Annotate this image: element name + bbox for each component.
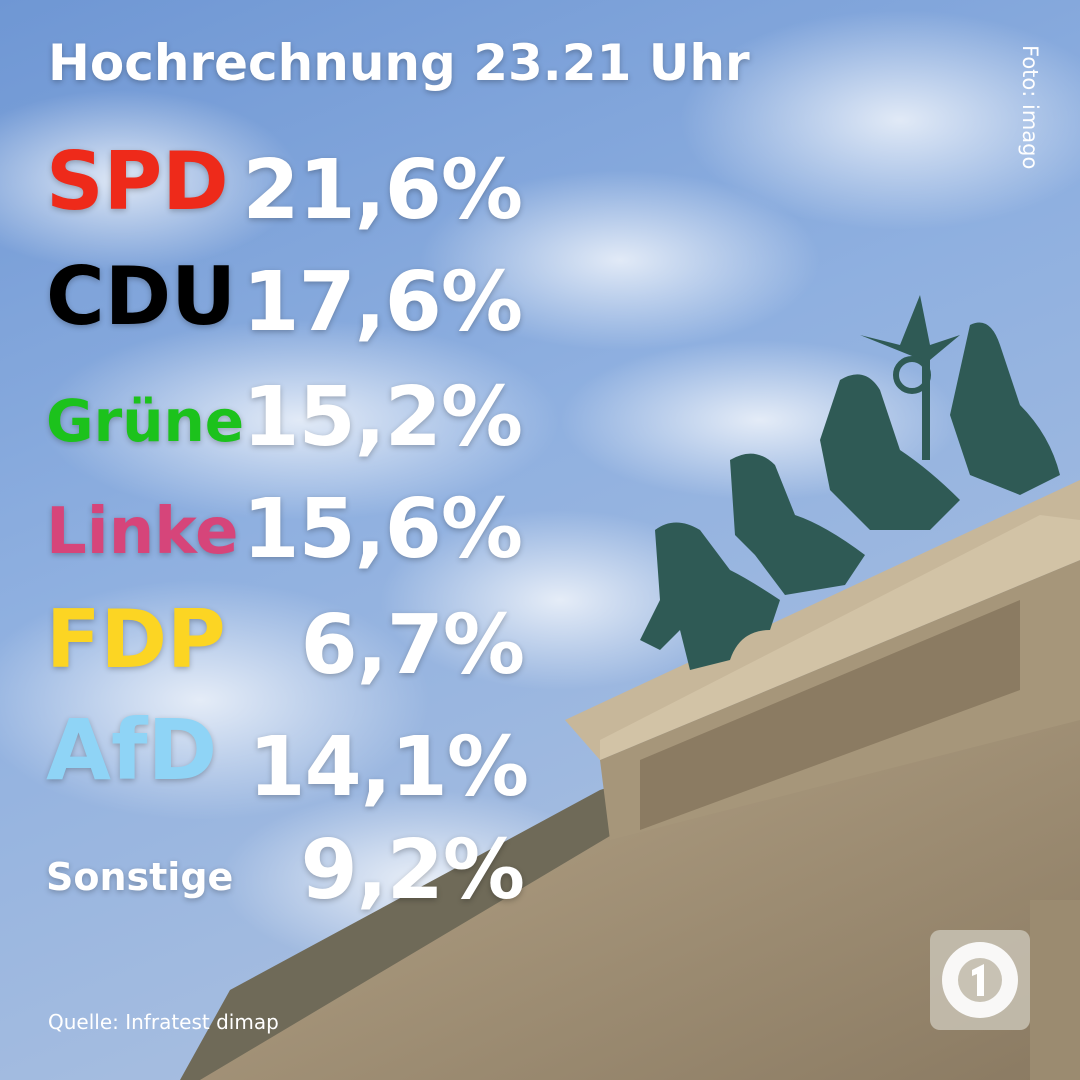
party-name: Linke	[46, 495, 239, 569]
party-name: FDP	[46, 593, 226, 686]
vote-share: 17,6%	[242, 255, 523, 350]
broadcaster-logo	[930, 930, 1030, 1030]
vote-share: 14,1%	[248, 720, 529, 815]
party-name: Grüne	[46, 387, 245, 455]
vote-share: 21,6%	[242, 143, 523, 238]
quadriga	[640, 295, 1060, 670]
party-name: Sonstige	[46, 855, 234, 899]
vote-share: 6,7%	[300, 598, 525, 693]
party-name: AfD	[46, 701, 218, 799]
party-name: SPD	[46, 135, 229, 228]
vote-share: 15,2%	[242, 370, 523, 465]
title: Hochrechnung 23.21 Uhr	[48, 34, 750, 92]
gate	[180, 480, 1080, 1080]
source: Quelle: Infratest dimap	[48, 1010, 279, 1034]
vote-share: 9,2%	[300, 823, 525, 918]
party-name: CDU	[46, 250, 237, 343]
photo-credit: Foto: imago	[1018, 45, 1042, 170]
vote-share: 15,6%	[242, 482, 523, 577]
